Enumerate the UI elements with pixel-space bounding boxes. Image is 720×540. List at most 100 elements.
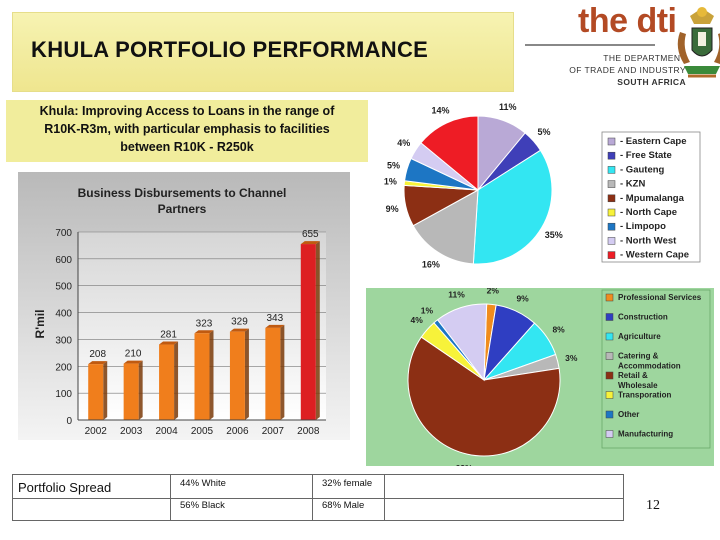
y-tick-label: 0 [66,416,72,427]
pie-value-label: 11% [499,102,517,112]
spread-row-2: 56% Black 68% Male [12,497,624,521]
legend-label: - Eastern Cape [620,136,687,147]
legend-swatch [607,222,616,231]
dti-logo: the dti THE DEPARTMENT OF TRADE AND INDU… [520,0,720,95]
sector-legend-box [601,289,711,449]
bar-2003 [123,363,139,420]
bar-side [244,328,249,420]
bar-side [138,360,143,420]
title-banner: KHULA PORTFOLIO PERFORMANCE [12,12,514,92]
bar-top [194,330,214,334]
subtitle-line-3: between R10K - R250k [120,140,254,154]
bar-2002 [88,364,104,420]
legend-swatch [605,410,614,419]
bar-top [123,360,143,364]
spread-white: 44% White [180,478,226,489]
legend-swatch [605,371,614,380]
pie-slice-retail-wholesale [407,336,561,457]
bar-top [265,324,285,328]
y-tick-label: 300 [55,335,72,346]
sector-legend: Professional Services Construction Agricul… [605,293,702,439]
legend-label: Wholesale [618,381,658,390]
legend-label: - Western Cape [620,250,689,261]
legend-swatch [605,313,614,321]
province-pie-labels: 11% 5% 35% 16% 9% 1% 5% 4% 14% [384,102,563,269]
pie-value-label: 16% [422,259,440,269]
sector-pie-slices [407,303,561,457]
bar-side [280,324,285,420]
x-tick-label: 2003 [120,426,143,437]
x-tick-label: 2004 [155,426,178,437]
disbursement-bar-chart: Business Disbursements to Channel Partne… [18,172,350,440]
pie-value-label: 14% [432,105,450,115]
legend-label: Catering & [618,352,659,361]
province-pie-chart: 11% 5% 35% 16% 9% 1% 5% 4% 14% - Eastern Cape - F… [384,102,701,269]
legend-swatch [607,237,616,245]
legend-label: Construction [618,313,668,322]
chart-title-line-2: Partners [158,202,207,216]
pie-value-label: 2% [487,288,500,295]
pie-value-label: 9% [516,294,529,304]
pie-value-label: 35% [545,230,563,240]
bar-side [174,341,179,420]
bar-value-label: 343 [267,313,284,324]
coat-of-arms-icon [677,7,720,78]
legend-label: - North West [620,235,677,246]
y-axis-label: R'mil [33,310,47,339]
pie-value-label: 5% [538,127,551,137]
pie-value-label: 9% [386,204,399,214]
table-border-left [12,474,13,521]
pie-value-label: 5% [387,160,400,170]
table-divider-3 [384,474,385,521]
legend-label: - KZN [620,179,645,190]
bar-value-label: 210 [125,349,142,360]
bar-side [209,330,214,420]
legend-label: - North Cape [620,207,677,218]
pie-value-label: 1% [421,305,434,315]
chart-title-line-1: Business Disbursements to Channel [78,186,287,200]
legend-swatch [607,208,616,217]
bar-value-label: 323 [196,318,213,329]
y-tick-label: 400 [55,309,72,320]
pie-value-label: 11% [448,289,465,299]
pie-slice-gauteng [472,149,553,265]
subtitle-banner: Khula: Improving Access to Loans in the … [6,100,368,162]
legend-swatch [605,332,614,341]
logo-wordmark: the dti [578,2,677,40]
bar-top [229,328,249,332]
legend-label: Agriculture [618,332,661,341]
pie-slice-kzn [412,189,479,265]
spread-row-1: Portfolio Spread 44% White 32% female [12,474,624,499]
legend-label: - Limpopo [620,221,666,232]
legend-swatch [605,430,614,438]
bar-value-label: 329 [231,317,248,328]
table-divider-2 [312,474,313,521]
province-pie-slices [403,115,553,265]
province-legend: - Eastern Cape - Free State - Gauteng - KZN… [607,136,689,261]
legend-swatch [607,137,616,146]
y-tick-label: 100 [55,389,72,400]
bar-side [103,361,108,420]
legend-swatch [605,293,614,302]
page-number: 12 [646,498,660,513]
bar-value-label: 208 [89,349,106,360]
dept-line-2: OF TRADE AND INDUSTRY [569,65,686,75]
spread-female: 32% female [322,478,373,489]
bar-value-label: 655 [302,229,319,240]
y-tick-label: 500 [55,282,72,293]
y-tick-label: 600 [55,255,72,266]
pie-slice-manufacturing [436,303,488,382]
portfolio-spread-table: Portfolio Spread 44% White 32% female 56… [12,474,624,521]
legend-label: Professional Services [618,293,702,302]
province-legend-box [601,131,701,263]
logo-rule [525,44,655,46]
y-tick-label: 700 [55,228,72,239]
legend-label: - Gauteng [620,164,665,175]
pie-value-label: 3% [565,353,578,363]
legend-swatch [605,391,614,399]
subtitle-line-1: Khula: Improving Access to Loans in the … [39,104,335,118]
x-tick-label: 2002 [85,426,108,437]
bar-2005 [194,333,210,420]
sector-pie-chart: 2% 9% 8% 3% 62% 4%1% 11% Professional Services… [366,288,714,466]
legend-label: Other [618,410,639,419]
